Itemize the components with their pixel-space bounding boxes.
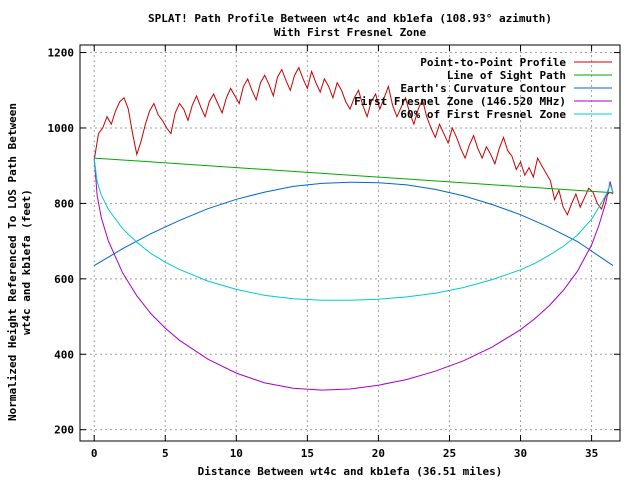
y-tick-label: 400 — [54, 348, 74, 361]
series-line-line-of-sight-path — [94, 157, 614, 194]
y-tick-label: 1000 — [48, 122, 75, 135]
y-axis-label-line-1: Normalized Height Referenced To LOS Path… — [6, 103, 19, 421]
series-line-60-of-first-fresnel-zone — [93, 158, 614, 301]
legend-label-first-fresnel-zone-146-520-mhz: First Fresnel Zone (146.520 MHz) — [354, 95, 566, 108]
axes: 0 5 10 15 20 25 30 35 200 400 600 800 1000 1200 — [48, 44, 621, 460]
y-tick-label: 600 — [54, 273, 74, 286]
series-line-earth-s-curvature-contour — [93, 181, 614, 267]
x-tick-label: 15 — [301, 447, 314, 460]
x-tick-label: 30 — [514, 447, 527, 460]
x-tick-label: 10 — [230, 447, 243, 460]
legend-label-60-of-first-fresnel-zone: 60% of First Fresnel Zone — [400, 108, 566, 121]
legend-label-line-of-sight-path: Line of Sight Path — [447, 69, 566, 82]
x-axis-label: Distance Between wt4c and kb1efa (36.51 … — [198, 465, 503, 478]
series-group — [93, 66, 614, 391]
legend-label-earth-s-curvature-contour: Earth's Curvature Contour — [400, 82, 566, 95]
y-tick-label: 800 — [54, 197, 74, 210]
series-line-first-fresnel-zone-146-520-mhz — [93, 158, 614, 391]
series-line-point-to-point-profile — [93, 66, 614, 216]
chart-title: SPLAT! Path Profile Between wt4c and kb1… — [148, 12, 552, 25]
x-tick-label: 20 — [372, 447, 385, 460]
plot-frame — [79, 44, 621, 442]
x-tick-label: 25 — [443, 447, 456, 460]
chart-subtitle: With First Fresnel Zone — [274, 26, 427, 39]
y-tick-label: 200 — [54, 424, 74, 437]
x-tick-label: 5 — [162, 447, 169, 460]
y-axis-label-line-2: wt4c and kb1efa (feet) — [20, 189, 33, 335]
y-tick-label: 1200 — [48, 47, 75, 60]
legend-label-point-to-point-profile: Point-to-Point Profile — [420, 56, 566, 69]
x-tick-label: 35 — [585, 447, 598, 460]
grid-lines — [80, 45, 620, 441]
x-tick-label: 0 — [91, 447, 98, 460]
